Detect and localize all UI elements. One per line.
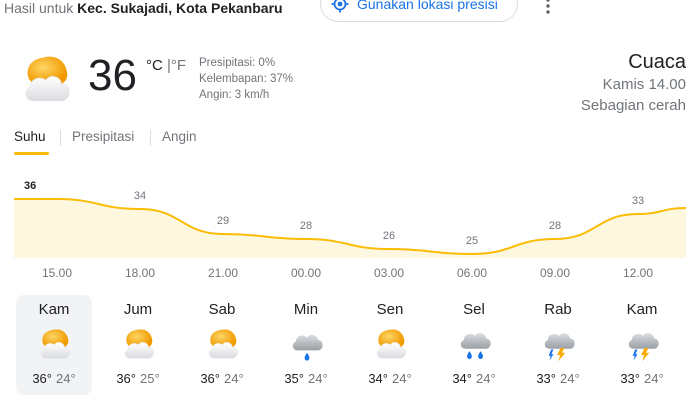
hour-tick-label: 12.00 xyxy=(622,266,654,280)
day-high-temp: 35° xyxy=(284,371,304,386)
active-tab-indicator xyxy=(14,152,49,155)
day-name: Kam xyxy=(38,301,70,318)
day-name: Jum xyxy=(123,301,153,318)
summary-time: Kamis 14.00 xyxy=(602,76,686,93)
rain-cloud-icon xyxy=(288,325,326,363)
temperature-chart[interactable]: 36 34 29 28 26 25 28 33 xyxy=(0,172,700,288)
day-temperatures: 33° 24° xyxy=(520,371,596,386)
temperature-label: 33 xyxy=(632,195,644,207)
day-name: Sen xyxy=(376,301,404,318)
unit-fahrenheit[interactable]: °F xyxy=(170,57,187,74)
day-name: Kam xyxy=(626,301,658,318)
day-temperatures: 34° 24° xyxy=(436,371,512,386)
day-high-temp: 33° xyxy=(620,371,640,386)
day-forecast-item[interactable]: Kam 36° 24° xyxy=(16,295,92,395)
partly-cloudy-icon xyxy=(120,325,158,363)
precise-location-button[interactable]: Gunakan lokasi presisi xyxy=(320,0,518,22)
precipitation-text: Presipitasi: 0% xyxy=(199,57,276,69)
day-temperatures: 36° 24° xyxy=(16,371,92,386)
hour-tick-label: 21.00 xyxy=(207,266,239,280)
temperature-label: 36 xyxy=(24,180,36,192)
heavy-rain-cloud-icon xyxy=(456,325,494,363)
day-forecast-item[interactable]: Sab 36° 24° xyxy=(184,295,260,395)
summary-title: Cuaca xyxy=(628,51,686,73)
humidity-text: Kelembapan: 37% xyxy=(199,73,293,85)
day-temperatures: 36° 25° xyxy=(100,371,176,386)
day-name: Min xyxy=(293,301,319,318)
hour-axis: 15.00 18.00 21.00 00.00 03.00 06.00 09.00 12.00 xyxy=(0,266,700,284)
day-low-temp: 24° xyxy=(476,371,496,386)
location-line: Hasil untuk Kec. Sukajadi, Kota Pekanbar… xyxy=(4,0,283,18)
temperature-label: 29 xyxy=(217,215,229,227)
day-high-temp: 33° xyxy=(536,371,556,386)
summary-condition: Sebagian cerah xyxy=(580,97,686,114)
day-high-temp: 34° xyxy=(452,371,472,386)
unit-switch: °C |°F xyxy=(146,57,186,74)
temperature-label: 25 xyxy=(466,235,478,247)
temperature-line xyxy=(13,198,687,256)
temperature-label: 28 xyxy=(300,220,312,232)
location-name[interactable]: Kec. Sukajadi, Kota Pekanbaru xyxy=(77,0,283,16)
tab-wind[interactable]: Angin xyxy=(162,129,197,144)
day-low-temp: 24° xyxy=(308,371,328,386)
partly-cloudy-icon xyxy=(372,325,410,363)
temperature-area xyxy=(14,199,686,258)
hour-tick-label: 03.00 xyxy=(373,266,405,280)
weather-details: Presipitasi: 0% Kelembapan: 37% Angin: 3… xyxy=(199,55,293,103)
thunderstorm-icon xyxy=(624,325,662,363)
hour-tick-label: 09.00 xyxy=(539,266,571,280)
temperature-label: 26 xyxy=(383,230,395,242)
tab-precipitation[interactable]: Presipitasi xyxy=(72,129,135,144)
day-forecast-item[interactable]: Min 35° 24° xyxy=(268,295,344,395)
day-forecast-item[interactable]: Kam 33° 24° xyxy=(604,295,680,395)
unit-separator: | xyxy=(167,57,171,74)
temperature-label: 28 xyxy=(549,220,561,232)
tab-bar: Suhu Presipitasi Angin xyxy=(0,128,700,158)
day-low-temp: 24° xyxy=(56,371,76,386)
current-temperature: 36 xyxy=(88,51,137,100)
partly-cloudy-icon xyxy=(204,325,242,363)
thunderstorm-icon xyxy=(540,325,578,363)
day-forecast-item[interactable]: Sen 34° 24° xyxy=(352,295,428,395)
wind-text: Angin: 3 km/h xyxy=(199,89,270,101)
day-temperatures: 36° 24° xyxy=(184,371,260,386)
day-name: Sab xyxy=(208,301,236,318)
day-high-temp: 36° xyxy=(32,371,52,386)
partly-cloudy-icon xyxy=(18,50,76,108)
partly-cloudy-icon xyxy=(36,325,74,363)
location-target-icon xyxy=(331,0,349,13)
daily-forecast: Kam 36° 24° Jum 36° 25° Sab 36° 24° Min 35° 24° Sen 3… xyxy=(0,295,700,395)
day-high-temp: 34° xyxy=(368,371,388,386)
precise-location-label: Gunakan lokasi presisi xyxy=(357,0,498,12)
weather-summary: Cuaca Kamis 14.00 Sebagian cerah xyxy=(581,50,686,116)
day-temperatures: 34° 24° xyxy=(352,371,428,386)
tab-divider xyxy=(60,130,61,146)
day-low-temp: 24° xyxy=(392,371,412,386)
hour-tick-label: 15.00 xyxy=(41,266,73,280)
day-high-temp: 36° xyxy=(200,371,220,386)
day-forecast-item[interactable]: Rab 33° 24° xyxy=(520,295,596,395)
day-forecast-item[interactable]: Jum 36° 25° xyxy=(100,295,176,395)
day-temperatures: 33° 24° xyxy=(604,371,680,386)
hour-tick-label: 18.00 xyxy=(124,266,156,280)
temperature-label: 34 xyxy=(134,190,146,202)
location-prefix: Hasil untuk xyxy=(4,0,74,16)
hour-tick-label: 06.00 xyxy=(456,266,488,280)
day-low-temp: 24° xyxy=(224,371,244,386)
day-low-temp: 24° xyxy=(644,371,664,386)
tab-temperature[interactable]: Suhu xyxy=(14,129,46,144)
hour-tick-label: 00.00 xyxy=(290,266,322,280)
more-vert-icon[interactable] xyxy=(540,0,556,18)
day-name: Sel xyxy=(463,301,485,318)
day-low-temp: 24° xyxy=(560,371,580,386)
day-name: Rab xyxy=(544,301,572,318)
tab-divider xyxy=(150,130,151,146)
day-forecast-item[interactable]: Sel 34° 24° xyxy=(436,295,512,395)
day-temperatures: 35° 24° xyxy=(268,371,344,386)
day-low-temp: 25° xyxy=(140,371,160,386)
day-high-temp: 36° xyxy=(116,371,136,386)
unit-celsius[interactable]: °C xyxy=(146,57,163,74)
